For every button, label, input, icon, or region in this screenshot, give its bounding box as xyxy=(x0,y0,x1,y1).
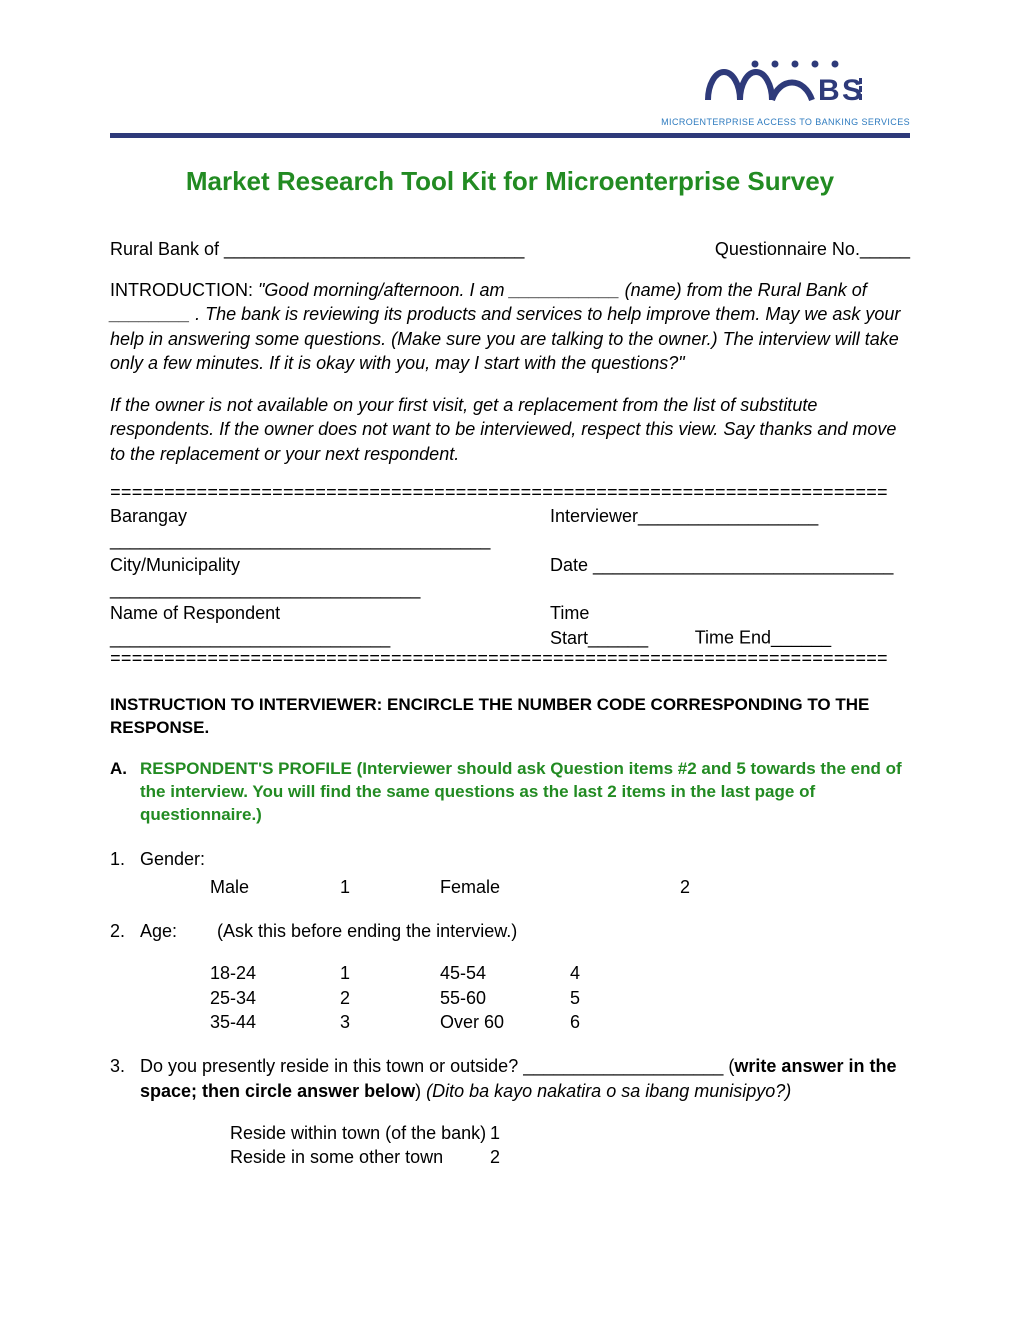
q3-row-1: Reside within town (of the bank) 1 xyxy=(230,1121,910,1145)
q1-opt-male-label: Male xyxy=(210,875,340,899)
separator-top: ========================================… xyxy=(110,484,910,504)
page-title: Market Research Tool Kit for Microenterp… xyxy=(110,166,910,197)
q2-row-1: 18-24 1 45-54 4 xyxy=(210,961,910,985)
page: B S MICROENTERPRISE ACCESS TO BANKING SE… xyxy=(0,0,1020,1230)
q2-opt-4-code: 4 xyxy=(570,961,610,985)
question-3: 3. Do you presently reside in this town … xyxy=(110,1054,910,1103)
q1-opt-male-code: 1 xyxy=(340,875,440,899)
question-1: 1. Gender: xyxy=(110,847,910,871)
q2-note: (Ask this before ending the interview.) xyxy=(217,921,517,941)
rural-bank-field: Rural Bank of __________________________… xyxy=(110,239,524,260)
form-row-barangay: Barangay _______________________________… xyxy=(110,504,910,553)
respondent-field: Name of Respondent _____________________… xyxy=(110,601,550,650)
interviewer-label: Interviewer xyxy=(550,506,638,526)
barangay-field: Barangay _______________________________… xyxy=(110,504,550,553)
interviewer-blank: __________________ xyxy=(638,506,818,526)
q1-options-row: Male 1 Female 2 xyxy=(210,875,910,899)
q3-opt-2-label: Reside in some other town xyxy=(230,1145,490,1169)
q3-row-2: Reside in some other town 2 xyxy=(230,1145,910,1169)
q2-label: Age: xyxy=(140,921,177,941)
q2-options: 18-24 1 45-54 4 25-34 2 55-60 5 35-44 3 … xyxy=(210,961,910,1034)
form-row-respondent: Name of Respondent _____________________… xyxy=(110,601,910,650)
q2-opt-6-label: Over 60 xyxy=(440,1010,570,1034)
mabs-logo-icon: B S xyxy=(700,60,910,108)
q2-opt-3-code: 3 xyxy=(340,1010,440,1034)
q2-opt-2-label: 25-34 xyxy=(210,986,340,1010)
time-start-field: Time Start______ xyxy=(550,601,690,650)
interviewer-instruction: INSTRUCTION TO INTERVIEWER: ENCIRCLE THE… xyxy=(110,694,910,740)
q3-body: Do you presently reside in this town or … xyxy=(140,1054,910,1103)
q3-tagalog: (Dito ba kayo nakatira o sa ibang munisi… xyxy=(426,1081,791,1101)
top-row: Rural Bank of __________________________… xyxy=(110,239,910,260)
q3-number: 3. xyxy=(110,1054,140,1103)
header-divider xyxy=(110,133,910,138)
form-row-city: City/Municipality ______________________… xyxy=(110,553,910,602)
q1-opt-female-label: Female xyxy=(440,875,570,899)
q2-opt-5-label: 55-60 xyxy=(440,986,570,1010)
q3-opt-2-code: 2 xyxy=(490,1145,520,1169)
q2-body: Age: (Ask this before ending the intervi… xyxy=(140,919,910,943)
introduction-paragraph: INTRODUCTION: "Good morning/afternoon. I… xyxy=(110,278,910,375)
logo-block: B S MICROENTERPRISE ACCESS TO BANKING SE… xyxy=(110,60,910,127)
q3-opt-1-code: 1 xyxy=(490,1121,520,1145)
q1-opt-female-code: 2 xyxy=(570,875,690,899)
q3-opt-1-label: Reside within town (of the bank) xyxy=(230,1121,490,1145)
q3-options: Reside within town (of the bank) 1 Resid… xyxy=(230,1121,910,1170)
interviewer-field: Interviewer__________________ xyxy=(550,504,910,553)
time-end-field: Time End______ xyxy=(695,628,831,648)
q3-text-mid: ) xyxy=(415,1081,426,1101)
separator-bottom: ========================================… xyxy=(110,650,910,670)
section-a-text: RESPONDENT'S PROFILE (Interviewer should… xyxy=(140,758,910,827)
questionnaire-no-field: Questionnaire No._____ xyxy=(715,239,910,260)
q2-opt-2-code: 2 xyxy=(340,986,440,1010)
time-fields: Time Start______ Time End______ xyxy=(550,601,910,650)
section-a-heading: A. RESPONDENT'S PROFILE (Interviewer sho… xyxy=(110,758,910,827)
q1-label: Gender: xyxy=(140,847,910,871)
q3-text-plain: Do you presently reside in this town or … xyxy=(140,1056,734,1076)
q2-opt-5-code: 5 xyxy=(570,986,610,1010)
form-grid: Barangay _______________________________… xyxy=(110,504,910,650)
intro-note: If the owner is not available on your fi… xyxy=(110,393,910,466)
q2-opt-1-code: 1 xyxy=(340,961,440,985)
q1-options: Male 1 Female 2 xyxy=(210,875,910,899)
date-field: Date ______________________________ xyxy=(550,553,910,602)
section-a-marker: A. xyxy=(110,758,140,827)
spacer-2 xyxy=(110,1107,910,1121)
intro-lead: INTRODUCTION: xyxy=(110,280,258,300)
q2-opt-6-code: 6 xyxy=(570,1010,610,1034)
q2-opt-4-label: 45-54 xyxy=(440,961,570,985)
question-2: 2. Age: (Ask this before ending the inte… xyxy=(110,919,910,943)
spacer xyxy=(110,947,910,961)
logo-tagline: MICROENTERPRISE ACCESS TO BANKING SERVIC… xyxy=(110,117,910,127)
city-field: City/Municipality ______________________… xyxy=(110,553,550,602)
q2-number: 2. xyxy=(110,919,140,943)
q1-number: 1. xyxy=(110,847,140,871)
q2-opt-3-label: 35-44 xyxy=(210,1010,340,1034)
q2-opt-1-label: 18-24 xyxy=(210,961,340,985)
q2-row-3: 35-44 3 Over 60 6 xyxy=(210,1010,910,1034)
q2-row-2: 25-34 2 55-60 5 xyxy=(210,986,910,1010)
svg-text:B: B xyxy=(818,74,840,107)
